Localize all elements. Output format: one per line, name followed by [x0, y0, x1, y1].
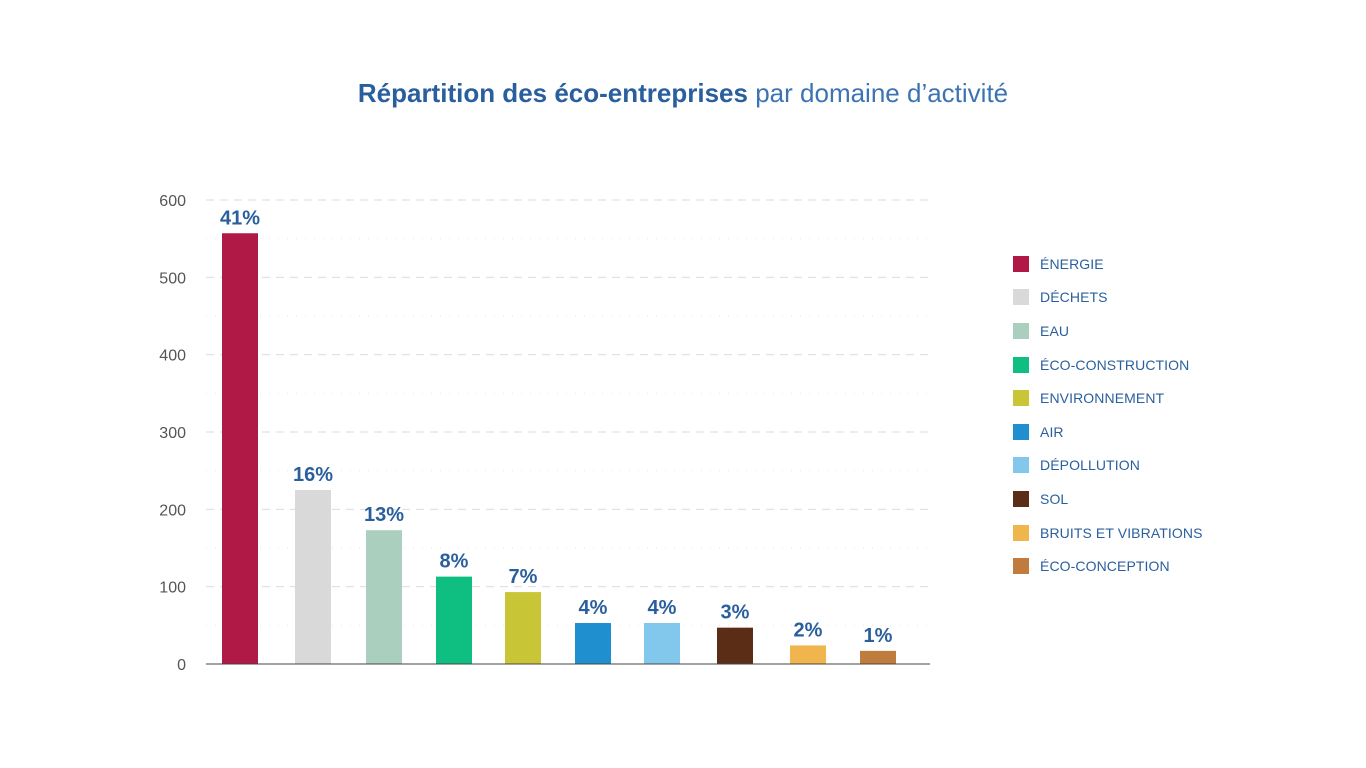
legend-label: SOL — [1040, 490, 1069, 507]
legend-item: DÉCHETS — [1013, 281, 1203, 315]
y-tick-label: 400 — [159, 348, 186, 365]
legend-item: ÉNERGIE — [1013, 247, 1203, 281]
legend-label: AIR — [1040, 423, 1064, 440]
bar-2 — [295, 490, 331, 664]
bar-data-label: 41% — [220, 207, 260, 229]
bar-3 — [366, 530, 402, 664]
legend-swatch — [1013, 255, 1029, 272]
legend-swatch — [1013, 524, 1029, 541]
bar-7 — [644, 623, 680, 664]
bar-9 — [790, 645, 826, 664]
y-tick-label: 300 — [159, 425, 186, 442]
legend-item: DÉPOLLUTION — [1013, 449, 1203, 483]
bar-data-label: 7% — [509, 566, 538, 588]
legend-item: ÉCO-CONSTRUCTION — [1013, 348, 1203, 382]
bar-data-label: 3% — [721, 602, 750, 624]
chart-title-light: par domaine d’activité — [755, 78, 1009, 108]
legend-label: BRUITS ET VIBRATIONS — [1040, 524, 1203, 541]
bar-data-label: 16% — [293, 464, 333, 486]
bar-8 — [717, 627, 753, 664]
legend-swatch — [1013, 289, 1029, 306]
bar-data-label: 13% — [364, 504, 404, 526]
legend-swatch — [1013, 423, 1029, 440]
y-tick-label: 200 — [159, 502, 186, 519]
legend-item: ÉCO-CONCEPTION — [1013, 549, 1203, 583]
legend-label: ÉNERGIE — [1040, 255, 1104, 272]
legend-swatch — [1013, 558, 1029, 575]
legend-item: EAU — [1013, 314, 1203, 348]
bar-5 — [505, 592, 541, 664]
bar-data-label: 4% — [648, 597, 677, 619]
chart-legend: ÉNERGIE DÉCHETS EAU ÉCO-CONSTRUCTION ENVIRON… — [1013, 247, 1203, 583]
legend-label: ÉCO-CONSTRUCTION — [1040, 356, 1190, 373]
legend-item: BRUITS ET VIBRATIONS — [1013, 516, 1203, 550]
y-tick-label: 0 — [177, 657, 186, 674]
bar-data-label: 2% — [794, 619, 823, 641]
legend-label: DÉCHETS — [1040, 289, 1108, 306]
bar-4 — [436, 576, 472, 664]
bar-data-label: 1% — [864, 625, 893, 647]
legend-label: ENVIRONNEMENT — [1040, 390, 1165, 407]
chart-title-bold: Répartition des éco-entreprises — [357, 78, 748, 108]
legend-label: EAU — [1040, 322, 1070, 339]
legend-item: SOL — [1013, 482, 1203, 516]
legend-swatch — [1013, 457, 1029, 474]
legend-swatch — [1013, 322, 1029, 339]
legend-swatch — [1013, 390, 1029, 407]
legend-label: DÉPOLLUTION — [1040, 457, 1140, 474]
bar-1 — [222, 233, 258, 664]
bar-10 — [860, 650, 896, 664]
legend-swatch — [1013, 356, 1029, 373]
bar-6 — [575, 623, 611, 664]
y-tick-label: 100 — [159, 580, 186, 597]
legend-label: ÉCO-CONCEPTION — [1040, 558, 1170, 575]
chart-title: Répartition des éco-entreprises par doma… — [0, 78, 1366, 109]
bar-data-label: 8% — [440, 551, 469, 573]
legend-item: ENVIRONNEMENT — [1013, 381, 1203, 415]
y-tick-label: 600 — [159, 193, 186, 210]
y-tick-label: 500 — [159, 270, 186, 287]
legend-item: AIR — [1013, 415, 1203, 449]
bar-data-label: 4% — [579, 597, 608, 619]
legend-swatch — [1013, 490, 1029, 507]
